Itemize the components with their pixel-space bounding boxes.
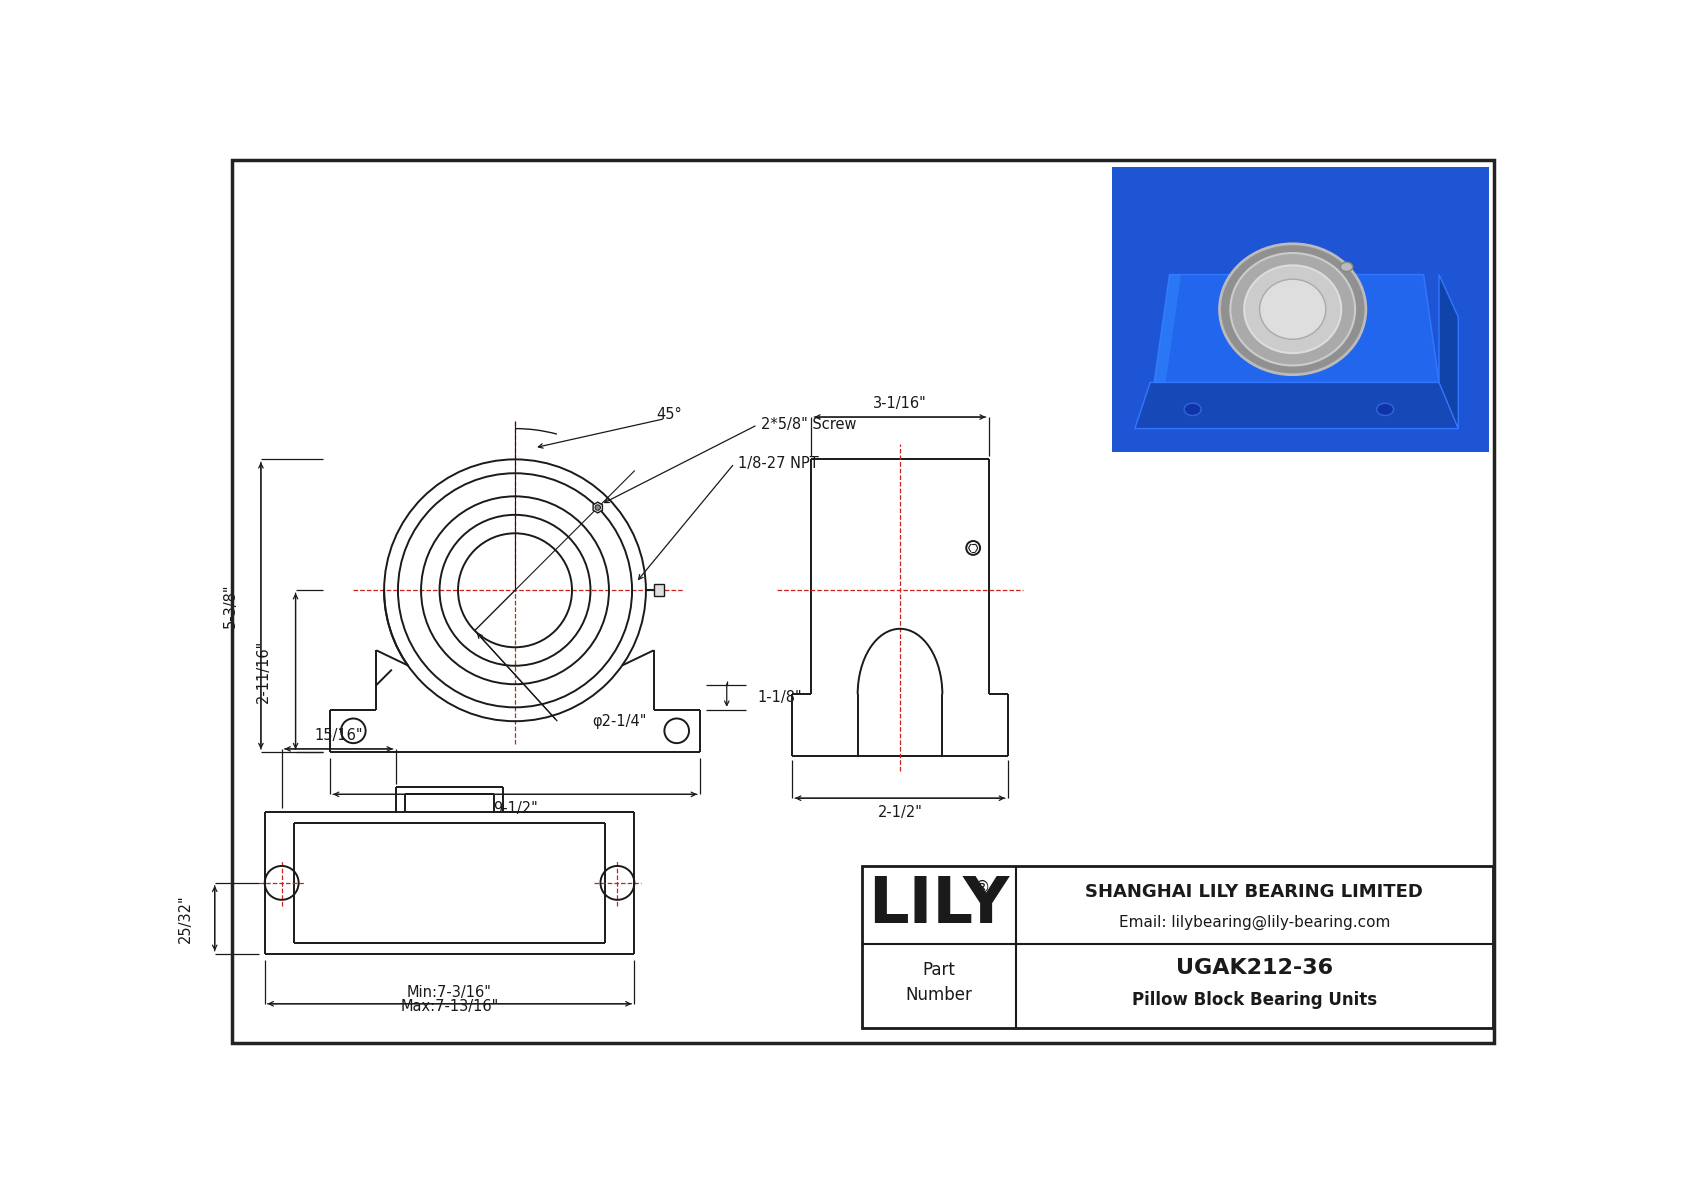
Ellipse shape [1260, 279, 1325, 339]
Text: 15/16": 15/16" [315, 728, 364, 742]
Text: Min:7-3/16": Min:7-3/16" [408, 985, 492, 1000]
Polygon shape [1154, 275, 1180, 382]
Text: Max:7-13/16": Max:7-13/16" [401, 998, 498, 1014]
Text: Part
Number: Part Number [904, 961, 972, 1004]
Text: 1/8-27 NPT: 1/8-27 NPT [738, 456, 818, 470]
Text: 45°: 45° [657, 407, 682, 423]
Text: Pillow Block Bearing Units: Pillow Block Bearing Units [1132, 991, 1378, 1009]
Bar [862, 866, 1494, 1028]
Text: 25/32": 25/32" [179, 894, 194, 942]
Ellipse shape [1184, 404, 1201, 416]
Text: LILY: LILY [867, 874, 1009, 936]
Polygon shape [593, 503, 603, 513]
Text: SHANGHAI LILY BEARING LIMITED: SHANGHAI LILY BEARING LIMITED [1084, 883, 1423, 900]
Circle shape [594, 505, 601, 510]
Text: 9-1/2": 9-1/2" [493, 800, 537, 816]
Text: ®: ® [973, 879, 990, 897]
Text: 2-1/2": 2-1/2" [877, 805, 923, 819]
Text: 2*5/8" Screw: 2*5/8" Screw [761, 417, 857, 432]
Ellipse shape [1231, 252, 1356, 366]
Polygon shape [1154, 275, 1440, 382]
Bar [1111, 167, 1489, 451]
Text: 2-11/16": 2-11/16" [256, 640, 271, 703]
Polygon shape [1440, 275, 1458, 429]
Ellipse shape [1244, 266, 1340, 353]
Text: UGAK212-36: UGAK212-36 [1175, 958, 1332, 978]
Bar [653, 584, 665, 597]
Text: φ2-1/4": φ2-1/4" [593, 713, 647, 729]
Ellipse shape [1376, 404, 1394, 416]
Text: 3-1/16": 3-1/16" [872, 395, 926, 411]
Polygon shape [1135, 382, 1458, 429]
Text: 1-1/8": 1-1/8" [758, 690, 802, 705]
Ellipse shape [1340, 262, 1352, 272]
Text: 5-3/8": 5-3/8" [222, 584, 237, 628]
Text: Email: lilybearing@lily-bearing.com: Email: lilybearing@lily-bearing.com [1118, 915, 1389, 930]
Ellipse shape [1219, 244, 1366, 375]
